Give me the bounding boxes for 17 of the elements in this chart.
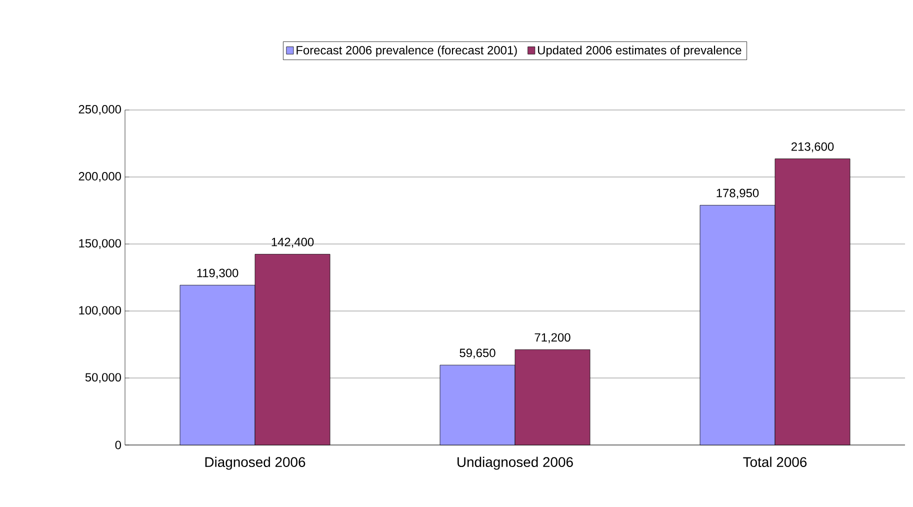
y-tick-label: 250,000 <box>78 105 122 115</box>
data-label: 71,200 <box>534 333 570 344</box>
y-tick-label: 0 <box>115 440 122 450</box>
y-tick-label: 50,000 <box>85 373 122 383</box>
y-tick-label: 150,000 <box>79 239 122 249</box>
x-tick-label: Total 2006 <box>743 456 807 468</box>
data-label: 142,400 <box>272 238 314 248</box>
data-label: 213,600 <box>791 142 834 152</box>
data-label: 119,300 <box>197 268 238 279</box>
x-tick-label: Diagnosed 2006 <box>205 456 306 470</box>
y-tick-label: 100,000 <box>79 306 122 316</box>
x-tick-label: Undiagnosed 2006 <box>458 456 573 470</box>
y-tick-label: 200,000 <box>78 172 122 182</box>
legend-label: Updated 2006 estimates of prevalence <box>538 46 742 57</box>
data-label: 178,950 <box>716 188 759 199</box>
data-label: 59,650 <box>460 348 496 359</box>
legend-label: Forecast 2006 prevalence (forecast 2001) <box>296 46 517 57</box>
